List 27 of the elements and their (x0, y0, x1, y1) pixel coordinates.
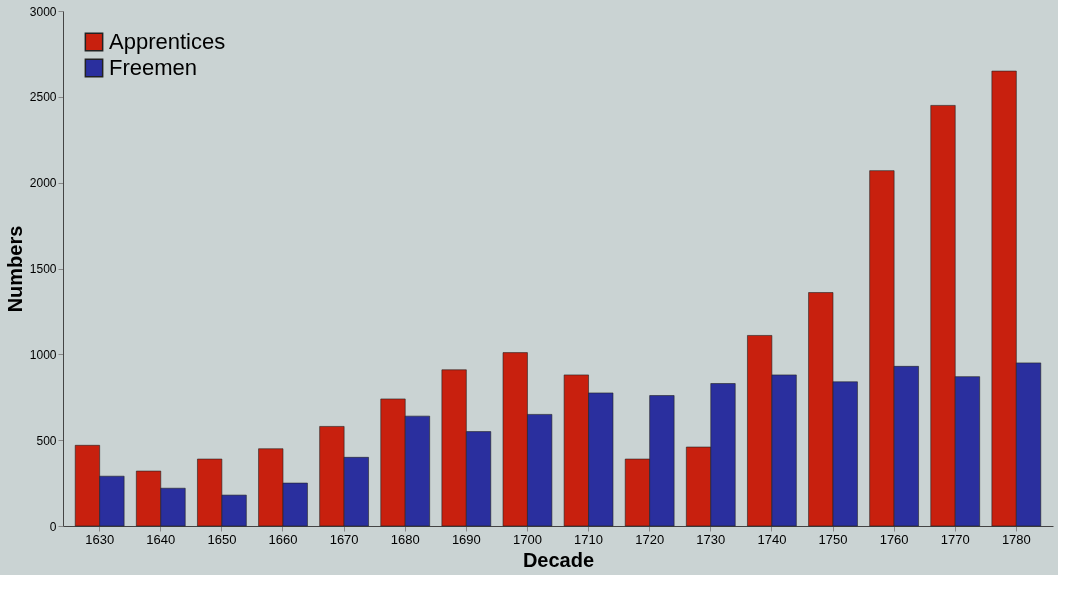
y-tick-label: 500 (36, 433, 57, 448)
x-tick-label: 1720 (635, 531, 665, 547)
x-tick-label: 1700 (512, 531, 542, 547)
x-tick-label: 1770 (940, 531, 970, 547)
x-tick-label: 1640 (146, 531, 176, 547)
legend-label: Freemen (109, 55, 198, 80)
x-tick-label: 1630 (85, 531, 115, 547)
x-tick-label: 1730 (696, 531, 726, 547)
x-tick-label: 1650 (207, 531, 237, 547)
y-tick-label: 1500 (29, 262, 57, 276)
y-tick-label: 2000 (29, 176, 57, 191)
x-tick-label: 1780 (1001, 531, 1031, 547)
x-tick-label: 1690 (451, 531, 481, 547)
x-tick-label: 1740 (757, 531, 787, 547)
x-tick-label: 1670 (329, 531, 359, 547)
legend-label: Apprentices (109, 29, 226, 54)
x-tick-label: 1710 (574, 531, 604, 547)
y-tick-label: 2500 (29, 90, 57, 105)
x-tick-label: 1680 (390, 531, 420, 547)
x-tick-label: 1750 (818, 531, 848, 547)
y-tick-label: 3000 (29, 4, 57, 19)
x-tick-label: 1760 (879, 531, 909, 547)
y-tick-label: 1000 (29, 347, 57, 362)
x-axis-title: Decade (522, 548, 595, 571)
y-axis-title: Numbers (3, 225, 26, 313)
x-tick-label: 1660 (268, 531, 298, 547)
y-tick-label: 0 (49, 519, 57, 534)
